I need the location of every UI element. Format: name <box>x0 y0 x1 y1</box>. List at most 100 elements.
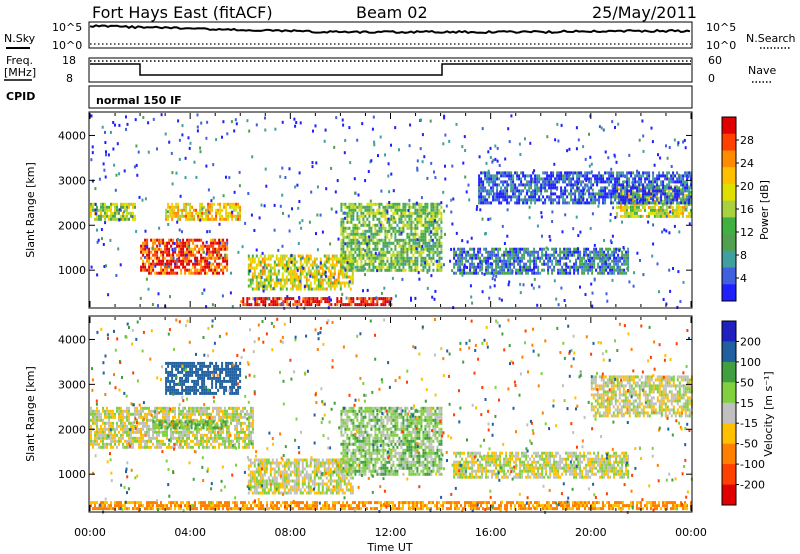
noise-cell <box>262 289 265 293</box>
noise-cell <box>248 269 251 273</box>
data-cell <box>251 278 254 282</box>
data-cell <box>398 229 401 233</box>
data-cell <box>162 250 165 254</box>
data-cell <box>676 180 679 184</box>
data-cell <box>647 214 650 218</box>
data-cell <box>501 262 504 266</box>
data-cell <box>499 265 502 269</box>
data-cell <box>386 235 389 239</box>
data-cell <box>440 211 443 215</box>
data-cell <box>560 177 563 181</box>
data-cell <box>426 229 429 233</box>
data-cell <box>538 180 541 184</box>
data-cell <box>281 272 284 276</box>
data-cell <box>114 217 116 221</box>
data-cell <box>612 183 615 187</box>
data-cell <box>402 202 405 206</box>
data-cell <box>340 232 343 236</box>
noise-cell <box>157 292 160 296</box>
data-cell <box>207 208 210 212</box>
data-cell <box>608 183 611 187</box>
noise-cell <box>584 293 587 296</box>
noise-cell <box>451 164 454 168</box>
noise-cell <box>146 245 149 249</box>
data-cell <box>364 250 367 254</box>
data-cell <box>331 260 334 264</box>
data-cell <box>340 247 343 251</box>
data-cell <box>283 278 286 282</box>
data-cell <box>340 229 343 233</box>
noise-cell <box>499 190 502 194</box>
data-cell <box>313 272 316 276</box>
data-cell <box>180 250 183 254</box>
data-cell <box>126 412 128 416</box>
data-cell <box>538 198 541 202</box>
data-cell <box>529 265 532 269</box>
data-cell <box>624 198 627 202</box>
data-cell <box>565 256 568 260</box>
data-cell <box>613 268 616 272</box>
noise-cell <box>466 266 469 269</box>
noise-cell <box>158 244 161 248</box>
data-cell <box>376 241 379 245</box>
data-cell <box>90 433 92 437</box>
data-cell <box>516 177 519 181</box>
data-cell <box>646 177 649 181</box>
data-cell <box>372 202 375 206</box>
data-cell <box>581 259 584 263</box>
data-cell <box>150 265 153 269</box>
data-cell <box>557 268 560 272</box>
noise-cell <box>489 262 492 266</box>
data-cell <box>605 265 608 269</box>
data-cell <box>293 260 296 264</box>
data-cell <box>177 208 180 212</box>
cpid-panel <box>88 85 693 109</box>
data-cell <box>635 211 638 215</box>
y-tick-label: 2000 <box>58 219 86 232</box>
data-cell <box>434 232 437 236</box>
data-cell <box>588 177 591 181</box>
data-cell <box>218 250 221 254</box>
data-cell <box>534 183 537 187</box>
noise-cell <box>506 234 509 238</box>
data-cell <box>181 211 184 215</box>
noise-cell <box>241 245 244 249</box>
data-cell <box>376 208 379 212</box>
data-cell <box>175 211 178 215</box>
data-cell <box>114 439 116 443</box>
data-cell <box>392 211 395 215</box>
data-cell <box>215 208 218 212</box>
data-cell <box>172 238 175 242</box>
noise-cell <box>589 155 592 159</box>
data-cell <box>202 268 205 272</box>
data-cell <box>559 259 562 263</box>
data-cell <box>654 201 657 205</box>
noise-cell <box>210 199 213 203</box>
data-cell <box>529 256 532 260</box>
data-cell <box>430 211 433 215</box>
noise-cell <box>494 253 497 257</box>
noise-cell <box>641 119 644 123</box>
data-cell <box>356 262 359 266</box>
data-cell <box>622 171 625 175</box>
data-cell <box>613 256 616 260</box>
data-cell <box>280 297 283 301</box>
data-cell <box>424 241 427 245</box>
data-cell <box>461 259 464 263</box>
data-cell <box>200 244 203 248</box>
data-cell <box>146 415 148 419</box>
noise-cell <box>170 151 173 155</box>
data-cell <box>102 421 104 425</box>
data-cell <box>271 254 274 258</box>
noise-cell <box>443 114 446 118</box>
noise-cell <box>665 214 668 218</box>
data-cell <box>621 250 624 254</box>
data-cell <box>246 300 249 304</box>
data-cell <box>352 256 355 260</box>
data-cell <box>114 412 116 416</box>
noise-cell <box>131 215 134 219</box>
data-cell <box>584 177 587 181</box>
data-cell <box>202 241 205 245</box>
data-cell <box>352 217 355 221</box>
data-cell <box>177 217 180 221</box>
